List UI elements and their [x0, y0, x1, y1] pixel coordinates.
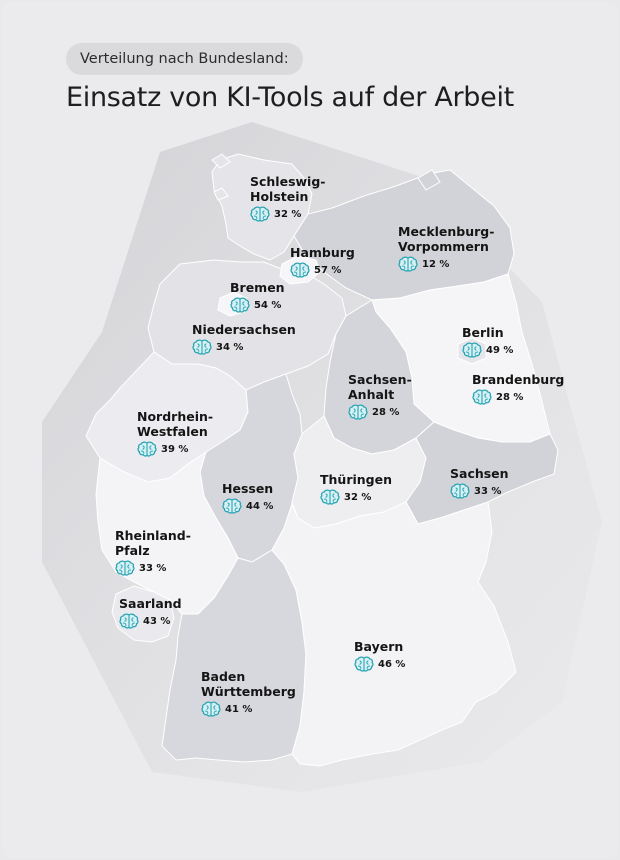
state-value: 44 % — [246, 501, 274, 512]
state-stat: 32 % — [250, 206, 325, 223]
state-name: Rheinland- Pfalz — [115, 528, 191, 558]
state-label-thueringen: Thüringen 32 % — [320, 472, 392, 506]
state-name: Hamburg — [290, 245, 355, 260]
state-label-niedersachsen: Niedersachsen 34 % — [192, 322, 296, 356]
brain-icon — [472, 389, 492, 405]
island-shape — [213, 187, 229, 201]
state-label-berlin: Berlin 49 % — [462, 325, 513, 359]
brain-icon — [137, 441, 157, 457]
state-value: 43 % — [143, 616, 171, 627]
state-stat: 44 % — [222, 498, 273, 515]
brain-icon — [192, 339, 212, 355]
subtitle-pill: Verteilung nach Bundesland: — [66, 43, 303, 75]
state-value: 57 % — [314, 265, 342, 276]
state-label-sachsen: Sachsen 33 % — [450, 466, 509, 500]
state-name: Sachsen- Anhalt — [348, 372, 412, 402]
state-name: Thüringen — [320, 472, 392, 487]
state-stat: 12 % — [398, 256, 494, 273]
brain-icon — [115, 560, 135, 576]
state-stat: 57 % — [290, 262, 355, 279]
state-name: Mecklenburg- Vorpommern — [398, 224, 495, 254]
brain-icon — [354, 656, 374, 672]
state-value: 54 % — [254, 300, 282, 311]
state-label-hessen: Hessen 44 % — [222, 481, 273, 515]
state-label-hamburg: Hamburg 57 % — [290, 245, 355, 279]
state-label-bremen: Bremen 54 % — [230, 280, 285, 314]
state-stat: 33 % — [115, 560, 191, 577]
state-value: 49 % — [486, 345, 514, 356]
state-value: 46 % — [378, 659, 406, 670]
island-shape — [211, 153, 231, 169]
brain-icon — [222, 498, 242, 514]
state-name: Nordrhein- Westfalen — [137, 409, 214, 439]
state-value: 28 % — [496, 392, 524, 403]
state-value: 32 % — [274, 209, 302, 220]
brain-icon — [230, 297, 250, 313]
state-name: Baden Württemberg — [201, 669, 296, 699]
state-name: Bayern — [354, 639, 404, 654]
state-shape-bayern[interactable] — [271, 501, 517, 767]
state-label-bayern: Bayern 46 % — [354, 639, 405, 673]
state-stat: 41 % — [201, 701, 296, 718]
state-stat: 54 % — [230, 297, 285, 314]
brain-icon — [462, 342, 482, 358]
state-value: 41 % — [225, 704, 253, 715]
state-stat: 33 % — [450, 483, 509, 500]
brain-icon — [348, 404, 368, 420]
brain-icon — [201, 701, 221, 717]
state-value: 33 % — [474, 486, 502, 497]
state-stat: 34 % — [192, 339, 296, 356]
brain-icon — [290, 262, 310, 278]
state-stat: 28 % — [348, 404, 412, 421]
state-name: Berlin — [462, 325, 504, 340]
state-value: 32 % — [344, 492, 372, 503]
state-name: Schleswig- Holstein — [250, 174, 326, 204]
page-title: Einsatz von KI-Tools auf der Arbeit — [66, 82, 514, 113]
state-value: 39 % — [161, 444, 189, 455]
state-label-brandenburg: Brandenburg 28 % — [472, 372, 564, 406]
state-name: Sachsen — [450, 466, 509, 481]
brain-icon — [450, 483, 470, 499]
state-stat: 39 % — [137, 441, 213, 458]
brain-icon — [119, 613, 139, 629]
state-stat: 43 % — [119, 613, 182, 630]
state-name: Hessen — [222, 481, 274, 496]
state-name: Niedersachsen — [192, 322, 296, 337]
brain-icon — [320, 489, 340, 505]
state-stat: 28 % — [472, 389, 564, 406]
state-stat: 46 % — [354, 656, 405, 673]
state-name: Saarland — [119, 596, 182, 611]
state-label-nordrhein-westfalen: Nordrhein- Westfalen 39 % — [137, 409, 213, 458]
state-stat: 49 % — [462, 342, 513, 359]
state-label-schleswig-holstein: Schleswig- Holstein 32 % — [250, 174, 325, 223]
state-stat: 32 % — [320, 489, 392, 506]
state-value: 33 % — [139, 563, 167, 574]
state-label-mecklenburg-vorpommern: Mecklenburg- Vorpommern 12 % — [398, 224, 494, 273]
state-label-baden-wuerttemberg: Baden Württemberg 41 % — [201, 669, 296, 718]
island-shape — [417, 169, 441, 191]
brain-icon — [398, 256, 418, 272]
state-label-sachsen-anhalt: Sachsen- Anhalt 28 % — [348, 372, 412, 421]
state-value: 28 % — [372, 407, 400, 418]
state-label-rheinland-pfalz: Rheinland- Pfalz 33 % — [115, 528, 191, 577]
state-label-saarland: Saarland 43 % — [119, 596, 182, 630]
state-name: Brandenburg — [472, 372, 565, 387]
state-shape-mecklenburg-vorpommern[interactable] — [293, 169, 515, 301]
state-name: Bremen — [230, 280, 285, 295]
state-value: 12 % — [422, 259, 450, 270]
brain-icon — [250, 206, 270, 222]
state-value: 34 % — [216, 342, 244, 353]
